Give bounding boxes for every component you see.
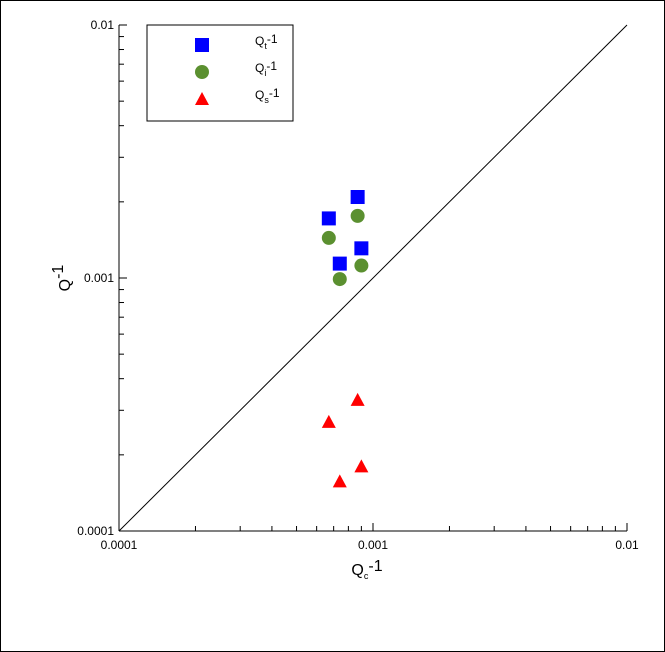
legend-label-base: Q	[255, 34, 264, 48]
legend-label-sup: -1	[269, 86, 280, 100]
legend-label-base: Q	[255, 88, 264, 102]
data-point-triangle	[350, 392, 365, 406]
data-point-square	[332, 256, 347, 271]
y-axis-title-base: Q	[57, 279, 74, 291]
legend-label: Qs-1	[255, 86, 280, 105]
x-axis-title: Qc-1	[351, 558, 382, 581]
data-point-triangle	[332, 474, 347, 488]
y-tick-label: 0.0001	[77, 524, 114, 538]
legend-label: Qi-1	[255, 59, 277, 78]
x-tick-label: 0.01	[615, 538, 639, 552]
reference-line	[118, 24, 628, 532]
reference-line-segment	[118, 24, 628, 532]
y-tick-label: 0.001	[84, 271, 114, 285]
legend-marker-triangle	[195, 92, 209, 105]
data-points	[321, 190, 369, 488]
legend-marker-circle	[195, 65, 209, 79]
data-point-circle	[354, 258, 369, 273]
data-point-square	[354, 241, 369, 256]
data-point-circle	[332, 272, 347, 287]
y-tick-label: 0.01	[91, 18, 115, 32]
data-point-circle	[321, 230, 336, 245]
data-point-square	[350, 190, 365, 205]
tick-labels: 0.0001 0.001 0.01 0.0001 0.001 0.01	[77, 18, 639, 552]
legend-label-sup: -1	[267, 32, 278, 46]
data-point-triangle	[321, 414, 336, 428]
x-axis-title-sub: c	[364, 571, 369, 581]
legend-label-base: Q	[255, 61, 264, 75]
legend-box	[146, 24, 294, 122]
x-axis-title-sup: -1	[368, 558, 382, 575]
legend-marker-square	[195, 38, 209, 52]
ticks	[118, 24, 628, 532]
x-axis-title-base: Q	[351, 562, 363, 579]
data-point-triangle	[354, 459, 369, 473]
legend-label-sub: s	[264, 95, 269, 105]
x-tick-label: 0.001	[358, 538, 388, 552]
legend-label-sub: i	[264, 68, 266, 78]
data-point-square	[321, 211, 336, 226]
data-point-circle	[350, 208, 365, 223]
legend-label-sub: t	[264, 41, 267, 51]
legend-label-sup: -1	[266, 59, 277, 73]
legend-label: Qt-1	[255, 32, 278, 51]
y-axis-title: Q-1	[50, 265, 74, 292]
x-tick-label: 0.0001	[101, 538, 138, 552]
legend: Qt-1Qi-1Qs-1	[146, 24, 294, 122]
y-axis-title-sup: -1	[50, 265, 67, 279]
